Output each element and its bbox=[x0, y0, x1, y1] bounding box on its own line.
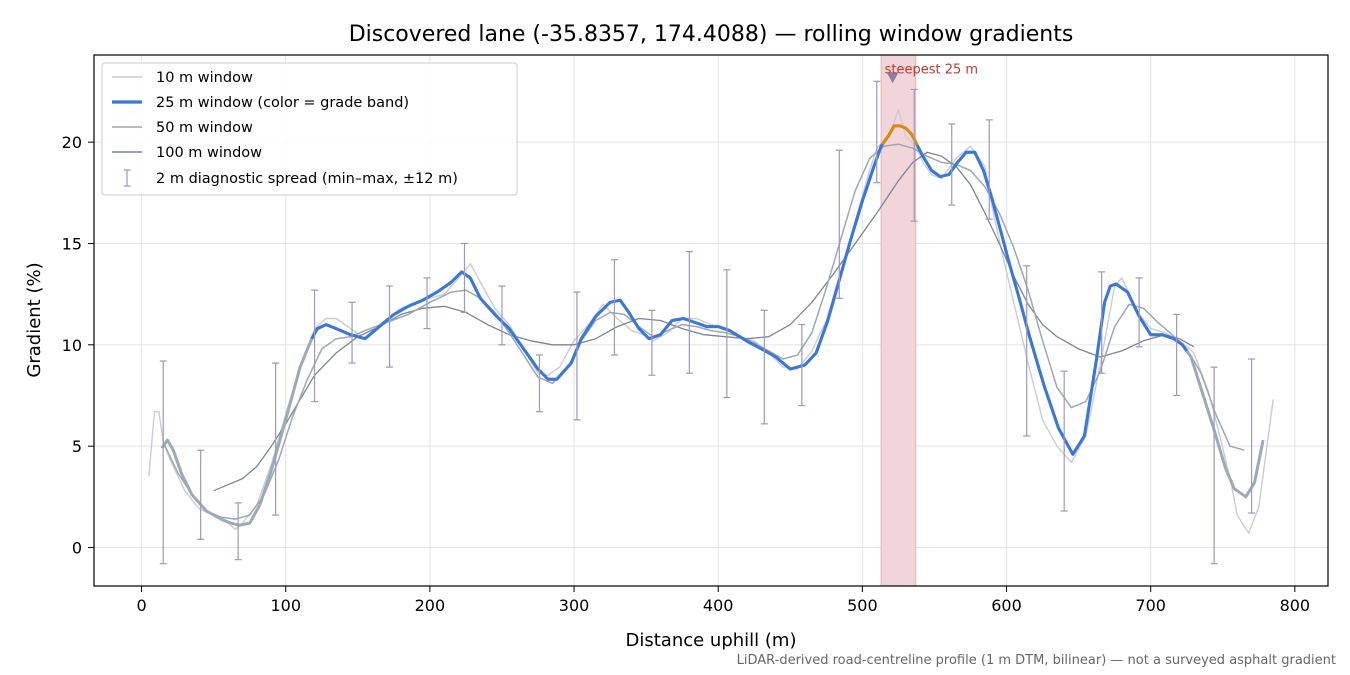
y-tick-label: 10 bbox=[62, 336, 82, 355]
series-line-100m bbox=[213, 151, 1195, 492]
series-line-25m-orange bbox=[881, 124, 919, 146]
steepest-label: steepest 25 m bbox=[885, 62, 978, 77]
x-tick-label: 0 bbox=[136, 596, 146, 615]
legend-label-50m: 50 m window bbox=[156, 120, 253, 136]
x-tick-label: 100 bbox=[270, 596, 301, 615]
y-tick-label: 20 bbox=[62, 133, 82, 152]
chart-title: Discovered lane (-35.8357, 174.4088) — r… bbox=[349, 22, 1074, 47]
legend-swatch-errorbar bbox=[123, 169, 131, 187]
series-line-50m bbox=[162, 143, 1245, 520]
error-bars bbox=[159, 80, 1256, 565]
x-axis-label: Distance uphill (m) bbox=[626, 630, 797, 651]
x-tick-label: 300 bbox=[559, 596, 590, 615]
x-tick-label: 200 bbox=[415, 596, 446, 615]
y-axis-ticks: 0 5 10 15 20 bbox=[62, 133, 94, 557]
y-tick-label: 15 bbox=[62, 234, 82, 253]
legend-label-100m: 100 m window bbox=[156, 145, 262, 161]
x-tick-label: 800 bbox=[1280, 596, 1311, 615]
legend-label-25m: 25 m window (color = grade band) bbox=[156, 95, 409, 111]
legend: 10 m window 25 m window (color = grade b… bbox=[101, 62, 518, 196]
x-tick-label: 700 bbox=[1135, 596, 1166, 615]
footnote: LiDAR-derived road-centreline profile (1… bbox=[737, 653, 1336, 668]
legend-box bbox=[101, 62, 518, 196]
legend-label-errorbar: 2 m diagnostic spread (min–max, ±12 m) bbox=[156, 171, 458, 187]
x-axis-ticks: 0 100 200 300 400 500 600 700 800 bbox=[136, 586, 1310, 615]
steepest-marker-icon bbox=[886, 72, 899, 84]
y-tick-label: 0 bbox=[72, 538, 82, 557]
y-axis-label: Gradient (%) bbox=[24, 262, 45, 377]
x-tick-label: 600 bbox=[991, 596, 1022, 615]
annotation: steepest 25 m bbox=[885, 62, 978, 84]
series-line-25m-blue-b bbox=[915, 144, 1188, 456]
plot-frame bbox=[93, 54, 1329, 587]
legend-label-10m: 10 m window bbox=[156, 70, 253, 86]
x-tick-label: 500 bbox=[847, 596, 878, 615]
x-tick-label: 400 bbox=[703, 596, 734, 615]
y-tick-label: 5 bbox=[72, 437, 82, 456]
